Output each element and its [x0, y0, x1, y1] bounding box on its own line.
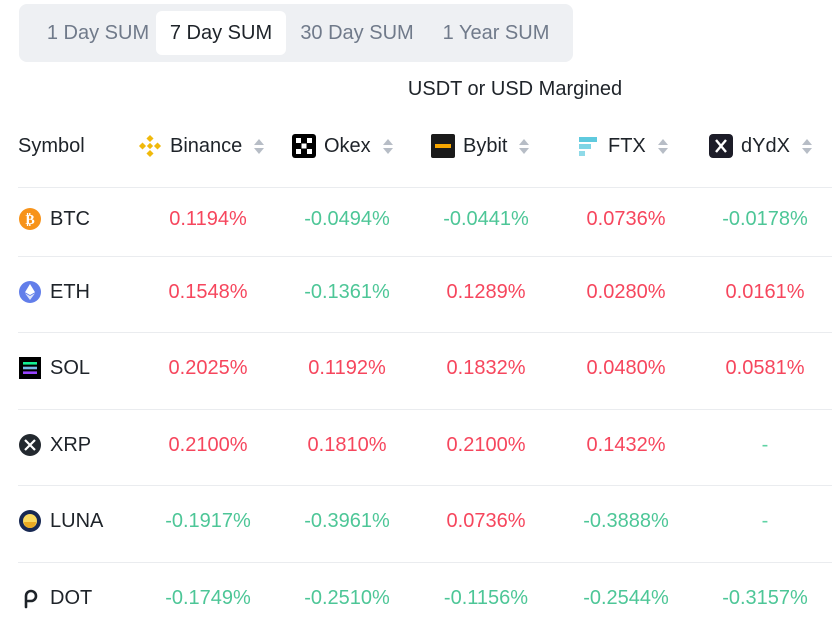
rate-cell[interactable]: 0.0736%: [446, 510, 526, 532]
symbol-cell: DOT: [18, 578, 92, 618]
table-row: ETH 0.1548% -0.1361% 0.1289% 0.0280% 0.0…: [0, 272, 832, 312]
sort-icon[interactable]: [657, 138, 668, 154]
ftx-header[interactable]: FTX: [576, 126, 668, 166]
bybit-header[interactable]: Bybit: [431, 126, 530, 166]
rate-cell[interactable]: 0.1548%: [168, 281, 248, 303]
row-divider: [18, 409, 832, 410]
okex-icon: [292, 134, 316, 158]
rate-cell[interactable]: -0.3888%: [583, 510, 669, 532]
rate-cell[interactable]: -0.2510%: [304, 587, 390, 609]
rate-cell[interactable]: 0.1192%: [308, 357, 386, 379]
rate-cell[interactable]: 0.1432%: [586, 434, 666, 456]
svg-text:₿: ₿: [25, 212, 34, 228]
sort-icon[interactable]: [519, 138, 530, 154]
rate-cell[interactable]: 0.2100%: [446, 434, 526, 456]
tab-1-year-sum[interactable]: 1 Year SUM: [442, 22, 550, 44]
polkadot-icon: [18, 586, 42, 610]
rate-cell[interactable]: 0.2025%: [168, 357, 248, 379]
rate-cell[interactable]: -0.1156%: [443, 587, 529, 609]
ethereum-icon: [18, 280, 42, 304]
rate-cell[interactable]: -0.1361%: [304, 281, 390, 303]
symbol-header: Symbol: [18, 134, 85, 157]
tab-7-day-sum[interactable]: 7 Day SUM: [156, 11, 286, 55]
group-title: USDT or USD Margined: [407, 78, 623, 100]
rate-cell[interactable]: 0.0581%: [725, 357, 805, 379]
binance-icon: [138, 134, 162, 158]
bybit-icon: [431, 134, 455, 158]
rate-cell[interactable]: -0.0178%: [722, 208, 808, 230]
row-divider: [18, 485, 832, 486]
rate-cell[interactable]: 0.2100%: [168, 434, 248, 456]
table-row: DOT -0.1749% -0.2510% -0.1156% -0.2544% …: [0, 578, 832, 618]
rate-cell: -: [761, 510, 769, 532]
symbol-cell: SOL: [18, 348, 90, 388]
sort-icon[interactable]: [382, 138, 393, 154]
rate-cell[interactable]: 0.1194%: [169, 208, 247, 230]
table-row: ₿ BTC 0.1194% -0.0494% -0.0441% 0.0736% …: [0, 199, 832, 239]
binance-header[interactable]: Binance: [138, 126, 265, 166]
tab-1-day-sum[interactable]: 1 Day SUM: [46, 22, 150, 44]
row-divider: [18, 562, 832, 563]
sort-icon[interactable]: [254, 138, 265, 154]
xrp-icon: [18, 433, 42, 457]
rate-cell[interactable]: -0.3961%: [304, 510, 390, 532]
rate-cell[interactable]: 0.0480%: [586, 357, 666, 379]
rate-cell: -: [761, 434, 769, 456]
rate-cell[interactable]: 0.0280%: [586, 281, 666, 303]
rate-cell[interactable]: -0.1749%: [165, 587, 251, 609]
table-row: SOL 0.2025% 0.1192% 0.1832% 0.0480% 0.05…: [0, 348, 832, 388]
period-tabs: 1 Day SUM 7 Day SUM 30 Day SUM 1 Year SU…: [19, 4, 573, 62]
okex-header[interactable]: Okex: [292, 126, 393, 166]
symbol-cell: ETH: [18, 272, 90, 312]
sort-icon[interactable]: [801, 138, 812, 154]
dydx-header[interactable]: dYdX: [709, 126, 812, 166]
rate-cell[interactable]: -0.1917%: [165, 510, 251, 532]
rate-cell[interactable]: 0.1810%: [307, 434, 387, 456]
rate-cell[interactable]: -0.2544%: [583, 587, 669, 609]
rate-cell[interactable]: 0.1289%: [446, 281, 526, 303]
rate-cell[interactable]: 0.0161%: [725, 281, 805, 303]
symbol-cell: LUNA: [18, 501, 103, 541]
dydx-icon: [709, 134, 733, 158]
table-row: XRP 0.2100% 0.1810% 0.2100% 0.1432% -: [0, 425, 832, 465]
row-divider: [18, 332, 832, 333]
table-row: LUNA -0.1917% -0.3961% 0.0736% -0.3888% …: [0, 501, 832, 541]
rate-cell[interactable]: 0.0736%: [586, 208, 666, 230]
tab-30-day-sum[interactable]: 30 Day SUM: [300, 22, 414, 44]
symbol-cell: XRP: [18, 425, 91, 465]
ftx-icon: [576, 134, 600, 158]
solana-icon: [18, 356, 42, 380]
symbol-cell: ₿ BTC: [18, 199, 90, 239]
rate-cell[interactable]: -0.0441%: [443, 208, 529, 230]
row-divider: [18, 256, 832, 257]
luna-icon: [18, 509, 42, 533]
row-divider: [18, 187, 832, 188]
bitcoin-icon: ₿: [18, 207, 42, 231]
rate-cell[interactable]: -0.0494%: [304, 208, 390, 230]
rate-cell[interactable]: -0.3157%: [722, 587, 808, 609]
rate-cell[interactable]: 0.1832%: [446, 357, 526, 379]
